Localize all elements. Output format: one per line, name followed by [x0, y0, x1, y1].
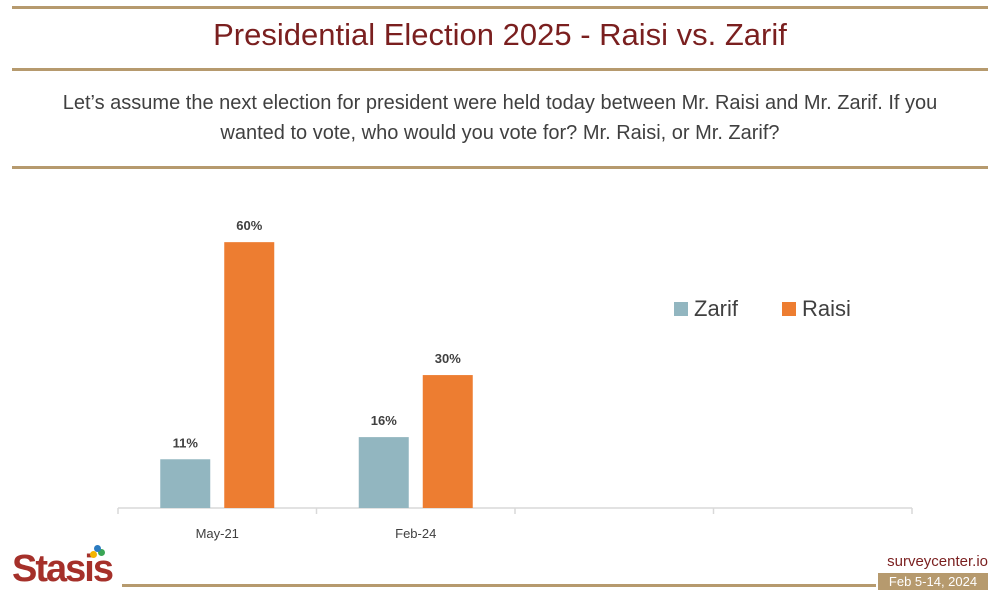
bar-raisi-0	[224, 242, 275, 508]
data-label-zarif-0: 11%	[173, 435, 199, 450]
logo-dot-blue	[94, 545, 101, 552]
data-label-zarif-1: 16%	[371, 413, 397, 428]
x-tick-label: Feb-24	[395, 526, 436, 541]
question-rule	[12, 166, 988, 169]
legend-label-zarif: Zarif	[694, 296, 738, 321]
footer-rule	[122, 584, 876, 587]
logo-dot-yellow	[90, 551, 97, 558]
data-label-raisi-0: 60%	[236, 218, 262, 233]
survey-question: Let’s assume the next election for presi…	[62, 92, 938, 144]
x-tick-label: May-21	[196, 526, 239, 541]
bar-zarif-1	[358, 437, 409, 508]
logo-dot-green	[98, 549, 105, 556]
bar-zarif-0	[160, 459, 211, 508]
legend-item-zarif: Zarif	[674, 296, 738, 322]
fieldwork-date-badge: Feb 5-14, 2024	[878, 573, 988, 590]
data-label-raisi-1: 30%	[435, 351, 461, 366]
stasis-logo-text: Stasis	[12, 548, 114, 590]
legend-swatch-raisi	[782, 302, 796, 316]
title-rule	[12, 68, 988, 71]
site-url: surveycenter.io	[887, 553, 988, 570]
page-title: Presidential Election 2025 - Raisi vs. Z…	[213, 17, 787, 52]
stasis-logo: Stasis	[12, 545, 122, 593]
top-rule	[12, 6, 988, 9]
legend-swatch-zarif	[674, 302, 688, 316]
bar-chart: 11% 60% May-21 16% 30% Feb-24	[117, 218, 913, 541]
bar-raisi-1	[422, 375, 473, 508]
legend-label-raisi: Raisi	[802, 296, 851, 321]
legend-item-raisi: Raisi	[782, 296, 851, 322]
